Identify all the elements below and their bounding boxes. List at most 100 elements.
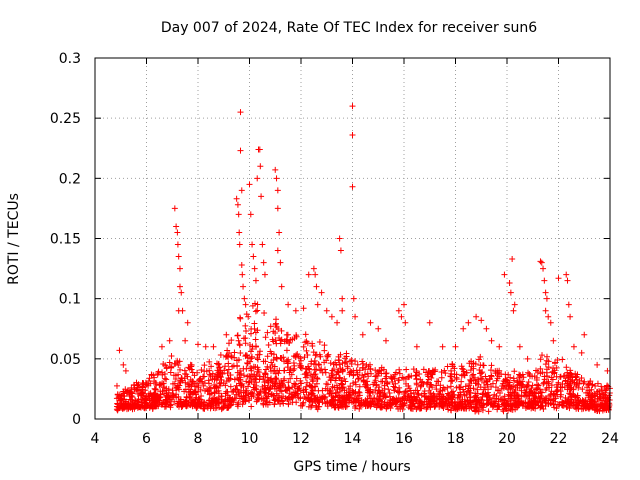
- data-point: [467, 377, 474, 384]
- data-point: [361, 371, 368, 378]
- data-point: [236, 229, 243, 236]
- data-point: [167, 402, 174, 409]
- data-point: [173, 391, 180, 398]
- data-point: [395, 307, 402, 314]
- data-point: [245, 379, 252, 386]
- data-point: [313, 283, 320, 290]
- data-point: [256, 146, 263, 153]
- data-point: [113, 406, 120, 413]
- data-point: [333, 361, 340, 368]
- data-point: [484, 393, 491, 400]
- data-point: [187, 376, 194, 383]
- data-point: [311, 366, 318, 373]
- data-point: [176, 382, 183, 389]
- data-point: [364, 378, 371, 385]
- data-point: [356, 383, 363, 390]
- data-point: [515, 398, 522, 405]
- data-point: [546, 392, 553, 399]
- data-point: [235, 337, 242, 344]
- data-point: [431, 368, 438, 375]
- data-point: [328, 313, 335, 320]
- data-point: [528, 385, 535, 392]
- data-point: [222, 363, 229, 370]
- data-point: [547, 400, 554, 407]
- data-point: [274, 187, 281, 194]
- data-point: [379, 378, 386, 385]
- data-point: [447, 406, 454, 413]
- data-point: [463, 369, 470, 376]
- data-point: [157, 388, 164, 395]
- data-point: [378, 364, 385, 371]
- data-point: [206, 367, 213, 374]
- data-point: [466, 389, 473, 396]
- data-point: [584, 403, 591, 410]
- data-point: [587, 400, 594, 407]
- data-point: [114, 407, 121, 414]
- data-point: [524, 355, 531, 362]
- data-point: [236, 374, 243, 381]
- data-point: [558, 402, 565, 409]
- data-point: [171, 398, 178, 405]
- data-point: [383, 403, 390, 410]
- data-point: [539, 369, 546, 376]
- data-point: [548, 382, 555, 389]
- data-point: [281, 367, 288, 374]
- data-point: [273, 175, 280, 182]
- data-point: [451, 401, 458, 408]
- data-point: [159, 371, 166, 378]
- data-point: [550, 337, 557, 344]
- data-point: [432, 402, 439, 409]
- data-point: [248, 325, 255, 332]
- data-point: [312, 402, 319, 409]
- data-point: [271, 400, 278, 407]
- data-point: [334, 319, 341, 326]
- data-point: [146, 375, 153, 382]
- data-point: [163, 403, 170, 410]
- data-point: [489, 380, 496, 387]
- data-point: [269, 362, 276, 369]
- data-point: [310, 349, 317, 356]
- data-point: [132, 397, 139, 404]
- data-point: [187, 391, 194, 398]
- data-point: [224, 347, 231, 354]
- data-point: [580, 399, 587, 406]
- data-point: [215, 364, 222, 371]
- data-point: [251, 386, 258, 393]
- data-point: [409, 397, 416, 404]
- data-point: [245, 313, 252, 320]
- data-point: [327, 387, 334, 394]
- data-point: [536, 386, 543, 393]
- data-point: [567, 313, 574, 320]
- x-tick-labels: 4 6 8 10 12 14 16 18 20 22 24: [91, 431, 619, 447]
- data-point: [246, 181, 253, 188]
- data-point: [359, 331, 366, 338]
- data-point: [537, 389, 544, 396]
- data-point: [459, 386, 466, 393]
- data-point: [241, 396, 248, 403]
- data-point: [162, 400, 169, 407]
- data-point: [272, 370, 279, 377]
- data-point: [312, 271, 319, 278]
- data-point: [408, 394, 415, 401]
- data-point: [545, 364, 552, 371]
- data-point: [425, 395, 432, 402]
- data-point: [337, 351, 344, 358]
- data-point: [293, 375, 300, 382]
- data-point: [450, 388, 457, 395]
- data-point: [459, 365, 466, 372]
- data-point: [524, 383, 531, 390]
- data-point: [409, 405, 416, 412]
- data-point: [286, 390, 293, 397]
- data-point: [262, 401, 269, 408]
- data-point: [297, 395, 304, 402]
- data-point: [330, 396, 337, 403]
- data-point: [278, 283, 285, 290]
- data-point: [543, 357, 550, 364]
- data-point: [199, 378, 206, 385]
- data-point: [126, 402, 133, 409]
- data-point: [243, 311, 250, 318]
- data-point: [473, 313, 480, 320]
- data-point: [562, 397, 569, 404]
- data-point: [400, 401, 407, 408]
- data-point: [452, 402, 459, 409]
